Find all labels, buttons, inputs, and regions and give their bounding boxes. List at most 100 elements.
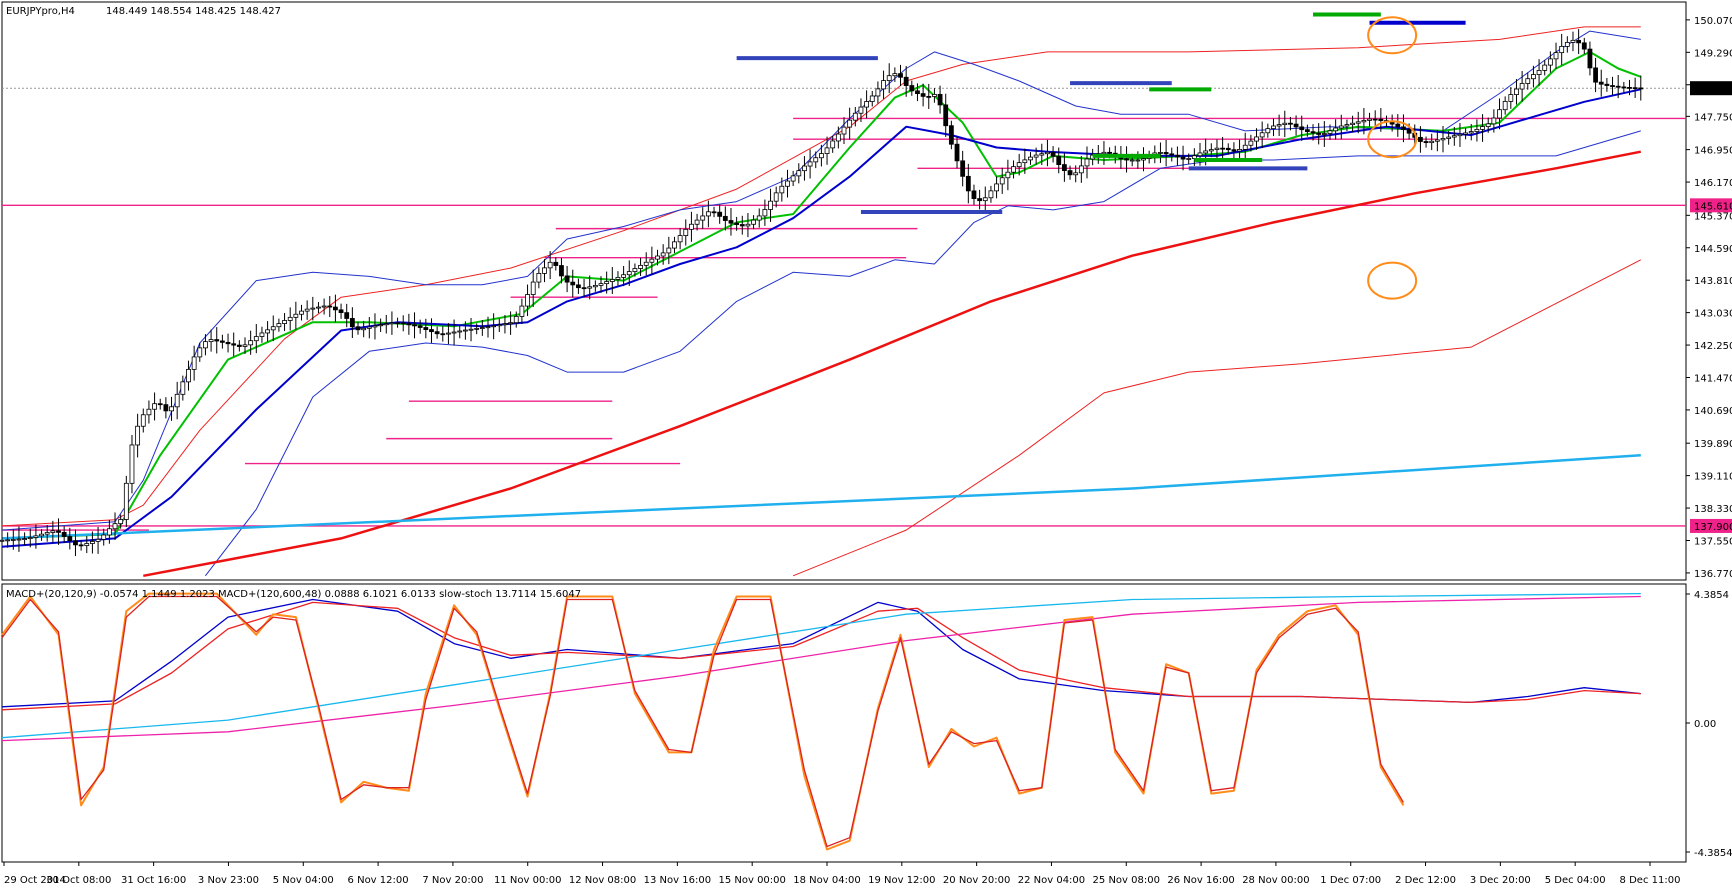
x-tick-label: 13 Nov 16:00 [644,875,711,886]
candle-body [106,528,112,536]
candle-body [180,381,186,395]
candle-body [1045,151,1050,155]
candle-body [881,80,886,90]
candle-body [632,268,638,273]
candle-body [5,539,11,542]
candle-body [1485,123,1491,128]
candle-body [1321,133,1327,135]
candle-body [926,95,932,98]
candle-body [1265,128,1271,134]
x-tick-label: 8 Dec 11:00 [1620,875,1681,886]
candle-body [858,106,864,114]
candle-body [44,532,50,535]
candle-body [1005,171,1011,179]
candle-body [1016,162,1022,168]
candle-body [446,332,451,335]
candle-body [1547,58,1553,66]
candle-body [1531,74,1536,80]
candle-body [1158,152,1163,154]
highlight-ellipse [1367,261,1418,300]
candle-body [508,322,513,325]
candle-body [95,538,101,542]
candle-body [1033,154,1039,158]
x-tick-label: 18 Nov 04:00 [793,875,860,886]
candle-body [830,140,836,149]
candle-body [1107,151,1112,154]
candle-body [225,341,231,345]
candle-body [417,325,423,328]
candle-body [779,185,785,194]
candle-body [1084,158,1090,167]
x-tick-label: 30 Oct 08:00 [46,875,111,886]
candle-body [101,534,107,540]
candle-body [1282,122,1288,125]
candle-body [1304,129,1310,133]
candle-body [1299,126,1305,131]
candle-body [756,215,762,221]
candle-body [660,252,666,257]
candle-body [1559,45,1565,54]
candle-body [813,157,819,163]
candle-body [73,540,78,546]
candle-body [937,94,943,106]
candle-body [1451,135,1457,138]
candle-body [1361,120,1367,123]
candle-body [67,536,73,542]
candle-body [1570,39,1576,43]
highlight-ellipse [1367,16,1418,55]
candle-body [157,403,163,406]
candle-body [78,544,84,547]
candle-body [1124,158,1129,161]
candle-body [1514,88,1519,95]
candle-body [909,85,915,92]
candle-body [1197,152,1203,157]
candle-body [689,223,694,230]
candle-body [530,281,536,295]
candle-body [592,284,598,288]
candle-body [915,90,920,95]
candle-body [39,533,44,537]
y-tick-label: 137.550 [1694,536,1732,547]
candle-body [333,306,338,311]
candle-body [785,180,790,187]
indicator-line [1,592,1641,739]
candle-body [1598,81,1604,85]
candle-body [1401,126,1406,131]
candle-body [711,211,717,214]
candle-body [491,325,497,328]
candle-body [423,327,429,330]
y-tick-label: 142.250 [1694,341,1732,352]
candle-body [1344,124,1350,127]
price-panel: 150.070149.290148.510147.750146.950146.1… [0,1,1732,581]
candle-body [1429,140,1435,144]
candle-body [1468,131,1474,134]
candle-body [400,322,406,325]
price-tag [1690,518,1732,533]
candle-body [1542,64,1548,71]
candle-body [898,73,903,78]
candle-body [61,531,67,537]
indicator-y-tick-label: -4.3854 [1694,848,1732,859]
candle-body [1525,78,1531,84]
candle-body [1378,118,1384,121]
ohlc-label: 148.449 148.554 148.425 148.427 [106,6,281,17]
candle-body [1581,42,1587,50]
candle-body [677,235,683,243]
candle-body [468,328,474,331]
candle-body [1576,39,1582,44]
candle-body [525,294,530,307]
candle-body [796,170,802,177]
candle-body [259,332,265,337]
candle-body [429,329,434,333]
candle-body [406,323,412,326]
symbol-label: EURJPYpro,H4 [6,6,75,17]
candle-body [16,538,22,541]
candle-body [1333,127,1339,132]
candle-body [847,119,853,128]
indicator-line [1,598,1641,708]
price-panel-frame [1,1,1687,581]
candle-body [982,197,988,202]
candle-body [1491,117,1497,125]
x-tick-label: 5 Nov 04:00 [273,875,334,886]
